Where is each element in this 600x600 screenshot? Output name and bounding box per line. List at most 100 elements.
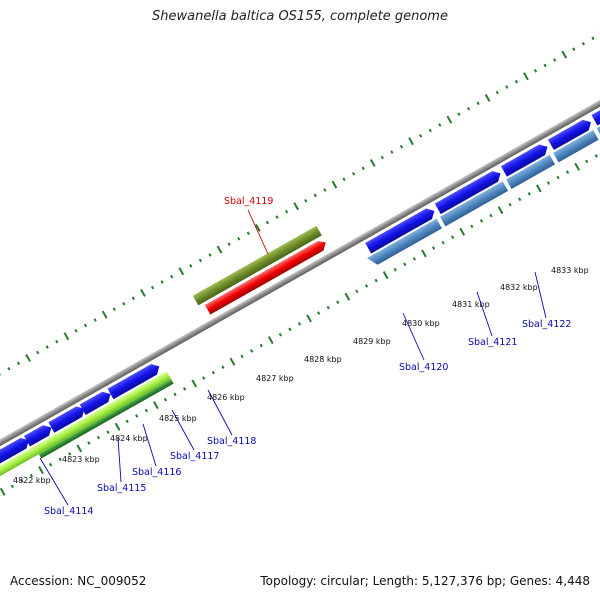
outer-tick [216,245,223,254]
scale-label: 4830 kbp [402,319,440,328]
inner-tick [489,213,493,218]
outer-tick [438,123,442,127]
inner-tick [565,170,570,174]
gene-label[interactable]: Sbal_4121 [468,337,517,348]
outer-tick [369,158,376,167]
outer-tick [313,193,317,198]
gene-label[interactable]: Sbal_4116 [132,467,181,478]
outer-tick [101,310,108,319]
gene-arrow-sbal-4114[interactable] [0,435,32,492]
feature-steel-sbal-4121[interactable] [439,181,509,227]
outer-tick [390,150,394,154]
inner-tick [364,284,369,288]
gene-label[interactable]: Sbal_4119 [224,196,273,207]
gene-arrow-sbal-4123[interactable] [547,117,594,151]
feature-bar-lime [0,371,172,513]
feature-steel-sbal-4122[interactable] [506,154,556,189]
inner-tick [421,249,427,258]
feature-steel-sbal-4123[interactable] [553,130,599,163]
leader-line [142,423,157,467]
feature-bar-dark-green [38,379,174,459]
outer-tick [505,85,509,89]
outer-tick [284,209,289,214]
outer-tick [457,112,461,116]
inner-tick [306,314,312,323]
gene-label[interactable]: Sbal_4122 [522,319,571,330]
inner-tick [240,354,244,359]
inner-tick [497,206,504,215]
inner-tick [20,479,24,483]
feature-bar-sbal-4119[interactable] [192,225,322,306]
outer-tick [45,345,49,349]
inner-tick [344,292,351,301]
outer-tick [55,339,59,344]
gene-label[interactable]: Sbal_4118 [207,436,256,447]
inner-tick [585,159,589,164]
outer-tick [93,318,97,322]
genome-track [0,28,600,513]
outer-tick [581,41,585,46]
feature-steel-sbal-4120[interactable] [366,218,442,268]
gene-label[interactable]: Sbal_4120 [399,362,448,373]
inner-tick [441,240,445,245]
gene-label[interactable]: Sbal_4114 [44,506,93,517]
inner-tick [451,235,455,239]
inner-tick [297,322,302,326]
outer-tick [351,171,356,176]
scale-label: 4822 kbp [13,476,51,485]
inner-tick [459,227,466,236]
leader-line [207,389,233,436]
inner-tick [229,357,236,366]
outer-tick [237,236,241,241]
outer-tick [495,90,499,95]
gene-label[interactable]: Sbal_4115 [97,483,146,494]
outer-tick [304,199,308,203]
inner-tick [153,401,159,410]
inner-tick [114,422,121,431]
gene-arrow-sbal-4116[interactable] [48,404,87,433]
outer-tick [36,350,40,355]
scale-label: 4824 kbp [110,434,148,443]
outer-tick [476,101,480,106]
outer-tick [331,180,338,189]
inner-tick [288,327,292,332]
inner-tick-ring [0,154,598,496]
gene-arrow-sbal-4122[interactable] [500,142,550,177]
gene-arrow-sbal-4119[interactable] [204,238,329,315]
outer-tick [275,215,279,219]
inner-tick [135,414,139,418]
inner-tick [68,452,72,456]
inner-tick [479,219,484,223]
inner-tick [221,365,225,369]
outer-tick [178,267,185,276]
outer-tick [323,188,327,192]
scale-label: 4826 kbp [207,393,245,402]
inner-tick [317,311,321,315]
gene-label[interactable]: Sbal_4117 [170,451,219,462]
outer-tick [484,93,491,102]
outer-tick [198,258,203,263]
inner-tick [125,419,129,424]
scale-label: 4828 kbp [304,355,342,364]
outer-tick [342,177,346,181]
gene-arrow-sbal-4115[interactable] [24,422,54,447]
outer-tick [446,115,453,124]
gene-arrow-sbal-4120[interactable] [365,206,437,254]
outer-tick [428,128,432,133]
inner-tick [10,484,14,489]
map-title: Shewanella baltica OS155, complete genom… [152,9,448,24]
outer-tick [293,202,299,211]
inner-tick [393,267,397,272]
gene-arrow-sbal-4118[interactable] [107,361,163,400]
outer-tick [419,134,423,138]
gene-arrow-sbal-4117[interactable] [79,389,114,415]
gene-arrow-sbal-4121[interactable] [434,168,504,215]
inner-tick [163,397,168,402]
outer-tick [543,63,547,68]
outer-tick [122,301,126,306]
inner-tick [508,202,512,207]
outer-tick [533,69,538,73]
inner-tick [87,441,91,445]
inner-tick [412,257,416,261]
